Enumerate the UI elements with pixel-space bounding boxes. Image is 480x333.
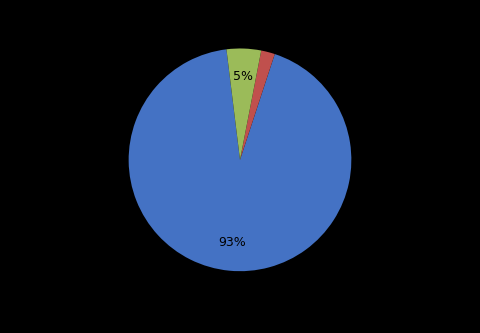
Wedge shape xyxy=(240,51,275,160)
Wedge shape xyxy=(129,49,351,271)
Wedge shape xyxy=(227,49,261,160)
Text: 5%: 5% xyxy=(233,70,253,83)
Text: 93%: 93% xyxy=(218,236,246,249)
